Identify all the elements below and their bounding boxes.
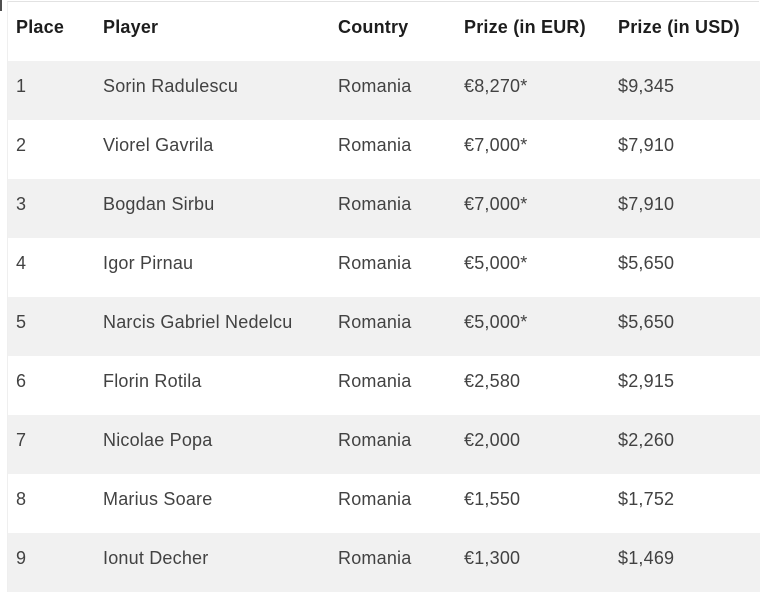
- table-row: 3 Bogdan Sirbu Romania €7,000* $7,910: [8, 179, 760, 238]
- cell-country: Romania: [330, 297, 456, 356]
- column-header-prize-eur: Prize (in EUR): [456, 2, 610, 61]
- table-row: 5 Narcis Gabriel Nedelcu Romania €5,000*…: [8, 297, 760, 356]
- cell-prize-eur: €1,300: [456, 533, 610, 592]
- cell-player: Florin Rotila: [95, 356, 330, 415]
- cell-player: Marius Soare: [95, 474, 330, 533]
- screenshot-edge-artifact: [0, 0, 2, 11]
- table-body: 1 Sorin Radulescu Romania €8,270* $9,345…: [8, 61, 760, 592]
- prize-table-container: Place Player Country Prize (in EUR) Priz…: [7, 1, 760, 592]
- cell-country: Romania: [330, 120, 456, 179]
- cell-prize-usd: $5,650: [610, 297, 760, 356]
- cell-player: Sorin Radulescu: [95, 61, 330, 120]
- column-header-country: Country: [330, 2, 456, 61]
- table-row: 2 Viorel Gavrila Romania €7,000* $7,910: [8, 120, 760, 179]
- header-row: Place Player Country Prize (in EUR) Priz…: [8, 2, 760, 61]
- cell-country: Romania: [330, 179, 456, 238]
- cell-player: Igor Pirnau: [95, 238, 330, 297]
- table-row: 1 Sorin Radulescu Romania €8,270* $9,345: [8, 61, 760, 120]
- table-row: 8 Marius Soare Romania €1,550 $1,752: [8, 474, 760, 533]
- prize-table: Place Player Country Prize (in EUR) Priz…: [8, 2, 760, 592]
- table-row: 6 Florin Rotila Romania €2,580 $2,915: [8, 356, 760, 415]
- column-header-place: Place: [8, 2, 95, 61]
- cell-country: Romania: [330, 238, 456, 297]
- table-row: 4 Igor Pirnau Romania €5,000* $5,650: [8, 238, 760, 297]
- cell-place: 2: [8, 120, 95, 179]
- cell-prize-usd: $2,260: [610, 415, 760, 474]
- cell-prize-usd: $2,915: [610, 356, 760, 415]
- cell-place: 7: [8, 415, 95, 474]
- cell-player: Narcis Gabriel Nedelcu: [95, 297, 330, 356]
- table-row: 7 Nicolae Popa Romania €2,000 $2,260: [8, 415, 760, 474]
- cell-prize-eur: €5,000*: [456, 297, 610, 356]
- cell-place: 5: [8, 297, 95, 356]
- cell-prize-eur: €2,000: [456, 415, 610, 474]
- column-header-player: Player: [95, 2, 330, 61]
- cell-place: 3: [8, 179, 95, 238]
- cell-prize-eur: €1,550: [456, 474, 610, 533]
- table-header: Place Player Country Prize (in EUR) Priz…: [8, 2, 760, 61]
- cell-country: Romania: [330, 61, 456, 120]
- cell-prize-usd: $7,910: [610, 179, 760, 238]
- cell-place: 9: [8, 533, 95, 592]
- table-row: 9 Ionut Decher Romania €1,300 $1,469: [8, 533, 760, 592]
- column-header-prize-usd: Prize (in USD): [610, 2, 760, 61]
- cell-country: Romania: [330, 356, 456, 415]
- cell-country: Romania: [330, 415, 456, 474]
- cell-prize-eur: €2,580: [456, 356, 610, 415]
- cell-place: 6: [8, 356, 95, 415]
- cell-prize-usd: $9,345: [610, 61, 760, 120]
- cell-prize-usd: $1,752: [610, 474, 760, 533]
- cell-prize-eur: €7,000*: [456, 120, 610, 179]
- cell-prize-usd: $5,650: [610, 238, 760, 297]
- cell-player: Bogdan Sirbu: [95, 179, 330, 238]
- cell-prize-usd: $1,469: [610, 533, 760, 592]
- cell-country: Romania: [330, 474, 456, 533]
- cell-prize-eur: €5,000*: [456, 238, 610, 297]
- cell-player: Viorel Gavrila: [95, 120, 330, 179]
- cell-place: 4: [8, 238, 95, 297]
- cell-place: 8: [8, 474, 95, 533]
- cell-country: Romania: [330, 533, 456, 592]
- cell-prize-eur: €8,270*: [456, 61, 610, 120]
- cell-prize-eur: €7,000*: [456, 179, 610, 238]
- cell-prize-usd: $7,910: [610, 120, 760, 179]
- cell-player: Ionut Decher: [95, 533, 330, 592]
- cell-player: Nicolae Popa: [95, 415, 330, 474]
- cell-place: 1: [8, 61, 95, 120]
